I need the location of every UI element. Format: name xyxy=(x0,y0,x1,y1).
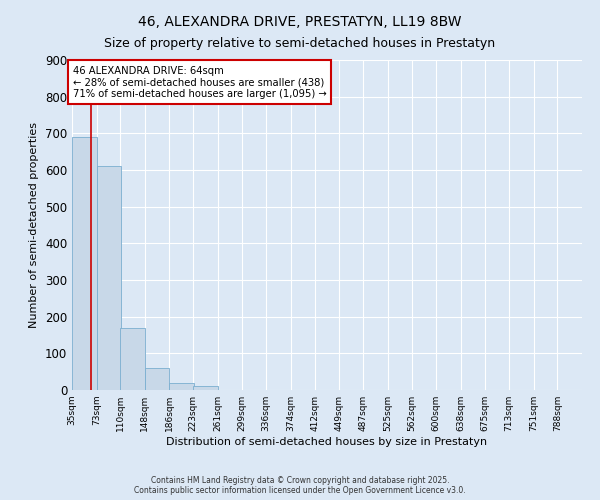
Y-axis label: Number of semi-detached properties: Number of semi-detached properties xyxy=(29,122,40,328)
Text: 46, ALEXANDRA DRIVE, PRESTATYN, LL19 8BW: 46, ALEXANDRA DRIVE, PRESTATYN, LL19 8BW xyxy=(138,15,462,29)
Bar xyxy=(121,328,145,390)
Text: 46 ALEXANDRA DRIVE: 64sqm
← 28% of semi-detached houses are smaller (438)
71% of: 46 ALEXANDRA DRIVE: 64sqm ← 28% of semi-… xyxy=(73,66,326,98)
Bar xyxy=(169,384,194,390)
Bar xyxy=(72,137,97,390)
Bar xyxy=(145,368,169,390)
Text: Size of property relative to semi-detached houses in Prestatyn: Size of property relative to semi-detach… xyxy=(104,38,496,51)
Bar xyxy=(193,386,218,390)
X-axis label: Distribution of semi-detached houses by size in Prestatyn: Distribution of semi-detached houses by … xyxy=(166,437,488,447)
Bar xyxy=(97,166,121,390)
Text: Contains HM Land Registry data © Crown copyright and database right 2025.
Contai: Contains HM Land Registry data © Crown c… xyxy=(134,476,466,495)
